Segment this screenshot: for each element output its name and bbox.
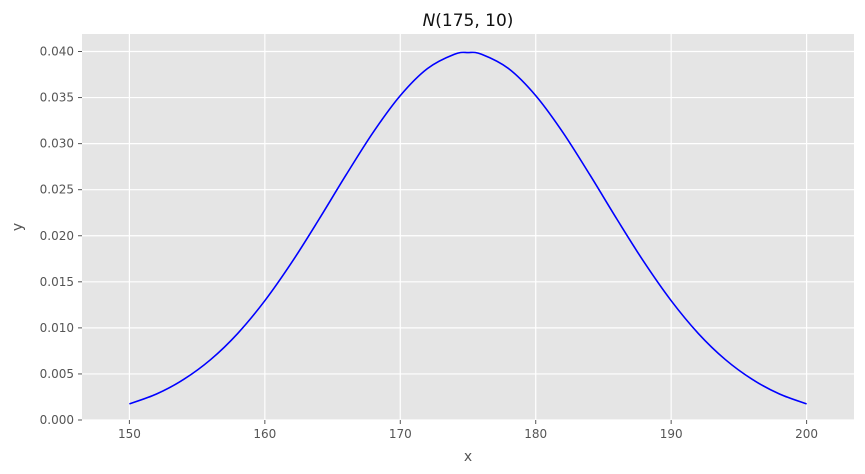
x-tick-label: 200	[795, 427, 818, 441]
y-tick-label: 0.020	[40, 229, 74, 243]
grid	[82, 34, 854, 421]
x-axis-label: x	[464, 449, 472, 465]
x-axis: 150 160 170 180 190 200	[118, 420, 818, 441]
chart-title-symbol: N	[423, 11, 436, 31]
x-tick-label: 170	[389, 427, 412, 441]
x-tick-label: 190	[660, 427, 683, 441]
y-axis-label: y	[10, 223, 26, 231]
y-tick-label: 0.015	[40, 275, 74, 289]
y-tick-label: 0.040	[40, 45, 74, 59]
plot-background	[82, 34, 854, 420]
x-tick-label: 150	[118, 427, 141, 441]
chart-title-args: (175, 10)	[435, 11, 513, 31]
y-tick-label: 0.025	[40, 183, 74, 197]
y-tick-label: 0.030	[40, 137, 74, 151]
y-tick-label: 0.035	[40, 91, 74, 105]
y-tick-label: 0.005	[40, 367, 74, 381]
y-axis: 0.000 0.005 0.010 0.015 0.020 0.025 0.030 0.035…	[40, 45, 82, 427]
y-tick-label: 0.000	[40, 413, 74, 427]
x-tick-label: 180	[524, 427, 547, 441]
series-line	[129, 51, 807, 405]
chart-title: N(175, 10)	[423, 11, 514, 31]
x-tick-label: 160	[253, 427, 276, 441]
y-tick-label: 0.010	[40, 321, 74, 335]
